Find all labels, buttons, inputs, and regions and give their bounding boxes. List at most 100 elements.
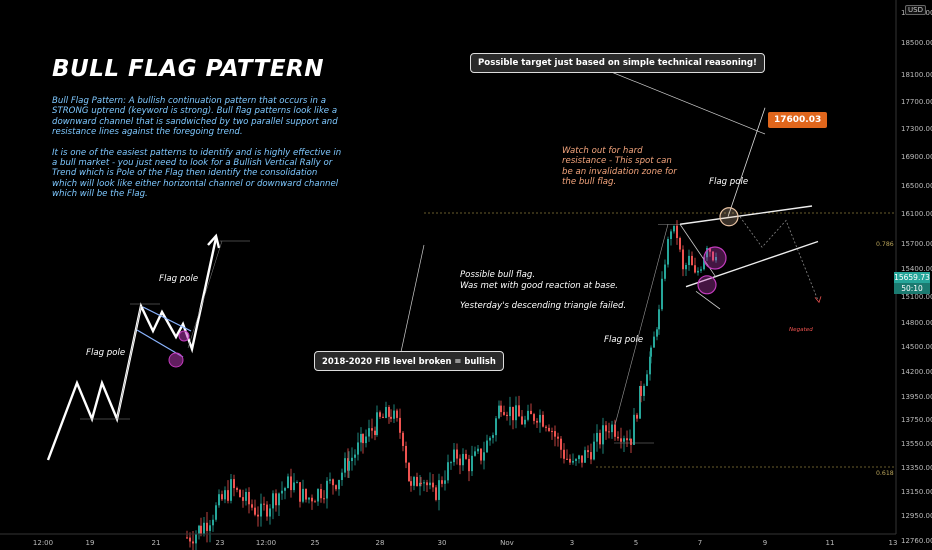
candle-body bbox=[420, 482, 422, 484]
current-price-tag: 15659.73 bbox=[894, 272, 930, 283]
candle-body bbox=[344, 458, 346, 473]
candle-body bbox=[572, 460, 574, 463]
flag-base-line bbox=[695, 291, 721, 310]
candle-body bbox=[643, 385, 645, 396]
candle-body bbox=[242, 497, 244, 501]
description-paragraph-2: It is one of the easiest patterns to ide… bbox=[52, 147, 342, 200]
candle-body bbox=[515, 405, 517, 421]
candle-body bbox=[656, 329, 658, 337]
candle-body bbox=[314, 501, 316, 503]
candle-body bbox=[221, 494, 223, 500]
price-tick-label: 13750.00 bbox=[901, 416, 932, 424]
candle-body bbox=[611, 424, 613, 433]
candle-body bbox=[630, 438, 632, 445]
time-axis[interactable]: 12:00 19 21 23 12:00 25 28 30 Nov 3 5 7 9 11 13 bbox=[0, 533, 897, 547]
candle-body bbox=[596, 432, 598, 442]
candle-body bbox=[266, 504, 268, 517]
candle-body bbox=[329, 479, 331, 481]
candle-body bbox=[626, 438, 628, 441]
bull-flag-line-3: Yesterday's descending triangle failed. bbox=[460, 301, 627, 312]
candle-body bbox=[203, 522, 205, 535]
candle-body bbox=[706, 247, 708, 258]
candle-body bbox=[614, 424, 616, 437]
time-tick-label: 12:00 bbox=[33, 539, 53, 547]
price-tick-label: 16500.00 bbox=[901, 182, 932, 190]
price-tick-label: 14800.00 bbox=[901, 319, 932, 327]
candle-body bbox=[263, 503, 265, 505]
candle-body bbox=[435, 487, 437, 500]
candle-body bbox=[260, 503, 262, 517]
candle-body bbox=[195, 533, 197, 544]
candle-body bbox=[376, 412, 378, 436]
time-tick-label: 12:00 bbox=[256, 539, 276, 547]
candle-body bbox=[471, 455, 473, 472]
candle-body bbox=[593, 441, 595, 460]
flag-inner-line bbox=[679, 224, 717, 278]
bull-flag-line-1: Possible bull flag. bbox=[460, 270, 536, 280]
candle-body bbox=[536, 420, 538, 423]
candle-body bbox=[233, 479, 235, 489]
candle-body bbox=[617, 436, 619, 439]
candle-body bbox=[474, 451, 476, 456]
time-tick-label: 19 bbox=[86, 539, 95, 547]
candle-body bbox=[608, 431, 610, 433]
candle-body bbox=[269, 508, 271, 517]
candle-body bbox=[323, 498, 325, 500]
price-tick-label: 17700.00 bbox=[901, 98, 932, 106]
candle-body bbox=[694, 265, 696, 273]
candle-body bbox=[557, 436, 559, 439]
candle-body bbox=[396, 410, 398, 418]
candle-body bbox=[287, 476, 289, 489]
diagram-circle-top bbox=[178, 330, 190, 342]
diagram-pole-right bbox=[187, 240, 223, 349]
candle-body bbox=[293, 482, 295, 491]
currency-badge[interactable]: USD bbox=[905, 5, 926, 15]
candle-body bbox=[584, 450, 586, 463]
candle-body bbox=[639, 386, 641, 419]
flag-pole-label-diagram-top: Flag pole bbox=[159, 274, 199, 284]
candle-body bbox=[365, 436, 367, 444]
resistance-circle bbox=[719, 207, 739, 227]
candle-body bbox=[542, 414, 544, 427]
candle-body bbox=[590, 452, 592, 460]
candle-body bbox=[456, 449, 458, 459]
candle-body bbox=[186, 537, 188, 539]
candle-body bbox=[653, 336, 655, 348]
candle-body bbox=[371, 428, 373, 431]
candle-body bbox=[254, 507, 256, 515]
candle-body bbox=[200, 525, 202, 535]
time-tick-label: 11 bbox=[826, 539, 835, 547]
flag-support-line bbox=[685, 240, 819, 288]
time-tick-label: 9 bbox=[763, 539, 767, 547]
price-tick-label: 14500.00 bbox=[901, 343, 932, 351]
candle-body bbox=[581, 455, 583, 463]
candle-body bbox=[715, 257, 717, 261]
candle-body bbox=[688, 255, 690, 265]
candle-body bbox=[348, 461, 350, 471]
resistance-warning: Watch out for hard resistance - This spo… bbox=[562, 146, 677, 188]
candle-body bbox=[239, 489, 241, 498]
time-tick-label: 23 bbox=[216, 539, 225, 547]
candle-body bbox=[230, 479, 232, 501]
price-axis[interactable]: 19000.0018500.0018100.0017700.0017300.00… bbox=[895, 0, 932, 545]
candle-body bbox=[209, 525, 211, 531]
candle-body bbox=[658, 309, 660, 330]
price-tick-label: 15700.00 bbox=[901, 240, 932, 248]
candle-body bbox=[399, 417, 401, 433]
candle-body bbox=[506, 414, 508, 417]
candle-body bbox=[521, 416, 523, 425]
candle-body bbox=[444, 480, 446, 484]
candle-body bbox=[673, 225, 675, 232]
diagram-flag-bottom bbox=[136, 329, 184, 358]
candle-body bbox=[296, 482, 298, 484]
projected-flag-pole bbox=[727, 107, 766, 217]
candle-body bbox=[477, 448, 479, 452]
candle-body bbox=[691, 255, 693, 266]
negated-arrow-icon bbox=[814, 296, 822, 304]
candle-body bbox=[450, 462, 452, 464]
flag-pole-label-diagram-left: Flag pole bbox=[86, 348, 126, 358]
price-tick-label: 13150.00 bbox=[901, 488, 932, 496]
candle-body bbox=[405, 445, 407, 463]
diagram-flag-top bbox=[142, 306, 192, 332]
candle-body bbox=[551, 430, 553, 432]
